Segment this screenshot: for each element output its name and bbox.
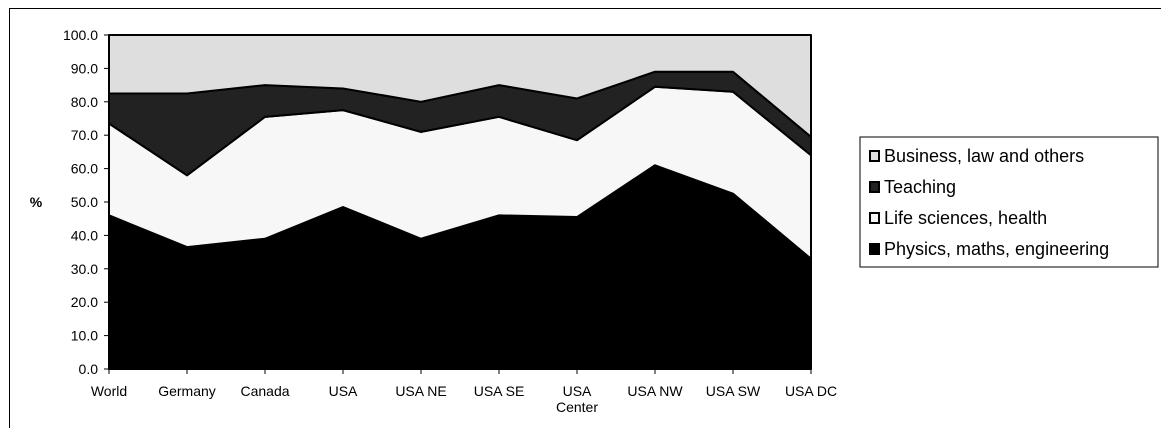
y-tick-label: 70.0 (71, 127, 98, 143)
legend-label: Teaching (884, 177, 956, 197)
legend-label: Life sciences, health (884, 208, 1047, 228)
y-tick-label: 90.0 (71, 60, 98, 76)
legend-swatch (869, 243, 880, 255)
y-tick-label: 30.0 (71, 261, 98, 277)
x-tick-label: Germany (158, 383, 216, 399)
y-tick-label: 100.0 (63, 27, 98, 43)
y-tick-label: 10.0 (71, 328, 98, 344)
legend-label: Business, law and others (884, 146, 1084, 166)
legend-swatch (869, 212, 880, 224)
y-tick-label: 0.0 (79, 361, 99, 377)
x-tick-label: USA DC (785, 383, 837, 399)
chart-frame (9, 8, 1161, 428)
legend-box (859, 136, 1159, 268)
x-tick-label: USA SW (706, 383, 761, 399)
y-tick-label: 60.0 (71, 161, 98, 177)
y-tick-label: 50.0 (71, 194, 98, 210)
x-tick-label: USA Center (556, 383, 598, 415)
x-tick-label: USA SE (474, 383, 525, 399)
x-tick-label: World (91, 383, 127, 399)
legend-swatch (869, 150, 880, 162)
area-series-3 (108, 34, 812, 138)
y-tick-label: 40.0 (71, 227, 98, 243)
x-tick-label: USA (329, 383, 358, 399)
legend-label: Physics, maths, engineering (884, 239, 1109, 259)
y-axis-title: % (30, 194, 43, 210)
x-tick-label: USA NW (627, 383, 683, 399)
x-tick-label: USA NE (395, 383, 446, 399)
y-tick-label: 20.0 (71, 294, 98, 310)
y-tick-label: 80.0 (71, 94, 98, 110)
legend-swatch (869, 181, 880, 193)
x-tick-label: Canada (240, 383, 289, 399)
